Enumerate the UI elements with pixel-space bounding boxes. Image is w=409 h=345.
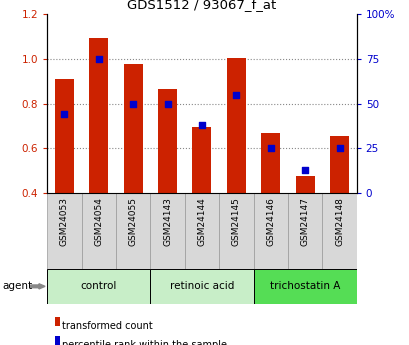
Point (198, 122, 204, 128)
Text: GSM24143: GSM24143 (163, 197, 172, 246)
Text: GSM24054: GSM24054 (94, 197, 103, 246)
Text: GSM24053: GSM24053 (60, 197, 69, 246)
Bar (150, 193, 184, 269)
Title: GDS1512 / 93067_f_at: GDS1512 / 93067_f_at (127, 0, 276, 11)
Point (232, 92, 239, 97)
Bar (89, 38, 108, 193)
Text: trichostatin A: trichostatin A (269, 282, 339, 291)
Point (335, 146, 342, 151)
Point (301, 167, 308, 172)
Point (61, 111, 67, 117)
Bar (192, 127, 211, 193)
Bar (253, 193, 287, 269)
Bar (55, 79, 74, 193)
Text: percentile rank within the sample: percentile rank within the sample (61, 340, 226, 345)
Bar (261, 132, 279, 193)
Bar (218, 193, 253, 269)
Text: GSM24144: GSM24144 (197, 197, 206, 246)
Bar (321, 193, 356, 269)
Bar (158, 89, 177, 193)
Text: transformed count: transformed count (61, 321, 152, 331)
Text: GSM24147: GSM24147 (300, 197, 309, 246)
Bar (253, 269, 356, 304)
Point (267, 146, 273, 151)
Bar (226, 58, 245, 193)
Point (95, 56, 102, 61)
Bar (329, 136, 348, 193)
Bar (47, 193, 81, 269)
Point (164, 101, 171, 106)
Bar (116, 193, 150, 269)
Text: GSM24148: GSM24148 (334, 197, 343, 246)
Text: GSM24055: GSM24055 (128, 197, 137, 246)
Text: GSM24145: GSM24145 (231, 197, 240, 246)
Point (130, 101, 136, 106)
Text: GSM24146: GSM24146 (265, 197, 274, 246)
Text: agent: agent (2, 282, 32, 291)
Bar (184, 193, 218, 269)
Bar (287, 193, 321, 269)
Bar (295, 176, 314, 193)
Text: retinoic acid: retinoic acid (169, 282, 234, 291)
Bar (150, 269, 253, 304)
Text: control: control (80, 282, 117, 291)
Bar (47, 269, 150, 304)
Bar (124, 64, 142, 193)
Bar (81, 193, 116, 269)
